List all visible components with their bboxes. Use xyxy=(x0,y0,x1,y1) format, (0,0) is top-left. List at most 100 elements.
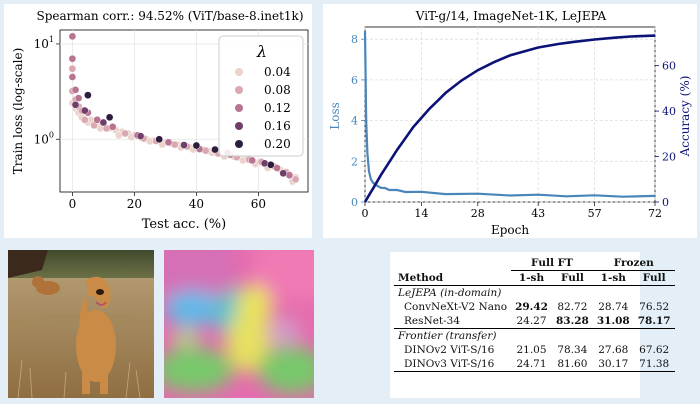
scatter-chart: Spearman corr.: 94.52% (ViT/base-8.inet1… xyxy=(11,9,309,232)
scatter-point xyxy=(80,115,89,124)
table-cell-value: 24.71 xyxy=(516,358,547,370)
header-frozen-1sh: 1-sh xyxy=(600,272,626,284)
legend-entry-label: 0.08 xyxy=(264,83,291,97)
line-y2-tick-label: 20 xyxy=(662,151,676,164)
scatter-point xyxy=(164,138,173,147)
scatter-point xyxy=(71,100,80,109)
scatter-point xyxy=(71,85,80,94)
scatter-point xyxy=(80,106,89,115)
line-y-tick-label: 0 xyxy=(351,196,358,209)
legend-entry-label: 0.16 xyxy=(264,119,291,133)
line-y-label: Loss xyxy=(328,102,342,130)
scatter-point xyxy=(192,141,201,150)
line-title: ViT-g/14, ImageNet-1K, LeJEPA xyxy=(415,9,607,23)
scatter-point xyxy=(108,123,117,131)
scatter-point xyxy=(155,135,164,144)
feature-map xyxy=(164,250,314,398)
legend-marker xyxy=(235,86,243,94)
scatter-y-label: Train loss (log-scale) xyxy=(11,48,25,175)
line-y-tick-label: 6 xyxy=(351,74,358,87)
line-x-tick-label: 14 xyxy=(414,207,428,220)
line-y-tick-label: 2 xyxy=(351,155,358,168)
scatter-point xyxy=(273,164,281,172)
results-table: Full FT Frozen Method 1-sh Full 1-sh Ful… xyxy=(394,256,675,372)
header-full-ft: Full FT xyxy=(511,256,593,271)
scatter-point xyxy=(121,129,129,138)
scatter-x-tick-label: 0 xyxy=(69,197,77,211)
table-cell-value: 21.05 xyxy=(516,344,547,356)
results-table-panel: Full FT Frozen Method 1-sh Full 1-sh Ful… xyxy=(390,252,675,398)
header-fullft-full: Full xyxy=(560,272,584,284)
table-cell-value: 83.28 xyxy=(555,315,589,327)
line-x-tick-label: 72 xyxy=(648,207,662,220)
line-y-tick-label: 4 xyxy=(351,115,358,128)
line-x-tick-label: 0 xyxy=(362,207,369,220)
scatter-point xyxy=(279,169,288,178)
scatter-point xyxy=(266,160,275,169)
line-y2-label: Accuracy (%) xyxy=(678,76,692,158)
line-x-label: Epoch xyxy=(491,223,529,237)
accuracy-series-line xyxy=(363,34,656,203)
scatter-title: Spearman corr.: 94.52% (ViT/base-8.inet1… xyxy=(36,9,303,23)
legend-marker xyxy=(235,122,243,130)
scatter-y-tick-label: 101 xyxy=(34,35,54,51)
line-y2-tick-label: 40 xyxy=(662,105,676,118)
table-cell-value: 76.52 xyxy=(639,301,670,313)
table-cell-method: DINOv3 ViT-S/16 xyxy=(404,358,495,370)
section-indomain: LeJEPA (in-domain) xyxy=(398,287,502,299)
table-cell-value: 81.60 xyxy=(557,358,588,370)
line-y2-tick-label: 0 xyxy=(662,196,669,209)
legend-entry-label: 0.20 xyxy=(264,137,291,151)
scatter-legend: λ 0.04 0.08 0.12 0.16 0.20 xyxy=(218,35,304,157)
table-cell-method: DINOv2 ViT-S/16 xyxy=(404,344,495,356)
scatter-point xyxy=(68,54,77,63)
table-row: ResNet-34 24.27 83.28 31.08 78.17 xyxy=(394,314,675,329)
table-cell-value: 78.17 xyxy=(637,315,671,327)
scatter-x-tick-label: 20 xyxy=(127,197,142,211)
table-cell-value: 30.17 xyxy=(598,358,629,370)
scatter-point xyxy=(68,73,77,81)
loss-series-line xyxy=(363,31,656,198)
scatter-point xyxy=(99,118,108,127)
table-row: DINOv3 ViT-S/16 24.71 81.60 30.17 71.38 xyxy=(394,357,675,372)
table-cell-value: 29.42 xyxy=(515,301,548,313)
scatter-point xyxy=(211,145,219,154)
section-transfer: Frontier (transfer) xyxy=(398,330,497,342)
line-plot-area xyxy=(364,26,656,203)
legend-marker xyxy=(235,68,243,76)
table-row: DINOv2 ViT-S/16 21.05 78.34 27.68 67.62 xyxy=(394,343,675,357)
table-cell-value: 28.74 xyxy=(598,301,629,313)
scatter-point xyxy=(291,175,300,184)
scatter-point xyxy=(84,91,92,100)
table-cell-method: ConvNeXt-V2 Nano xyxy=(404,301,508,313)
table-cell-value: 67.62 xyxy=(639,344,670,356)
scatter-point xyxy=(248,156,257,165)
line-panel: ViT-g/14, ImageNet-1K, LeJEPA 0 14 28 43 57 7… xyxy=(323,4,697,238)
scatter-point xyxy=(74,94,83,103)
legend-marker xyxy=(235,140,243,148)
line-x-tick-label: 28 xyxy=(471,207,485,220)
line-chart: ViT-g/14, ImageNet-1K, LeJEPA 0 14 28 43 57 7… xyxy=(328,9,692,237)
line-y-tick-label: 8 xyxy=(351,33,358,46)
header-frozen: Frozen xyxy=(592,256,675,271)
table-cell-value: 24.27 xyxy=(516,315,547,327)
legend-marker xyxy=(235,104,243,112)
scatter-point xyxy=(68,64,77,73)
line-x-tick-label: 43 xyxy=(531,207,545,220)
scatter-y-tick-label: 100 xyxy=(34,130,54,146)
scatter-x-tick-label: 60 xyxy=(251,197,266,211)
scatter-x-label: Test acc. (%) xyxy=(142,217,226,232)
legend-entry-label: 0.12 xyxy=(264,101,291,115)
table-cell-value: 78.34 xyxy=(557,344,588,356)
legend-entry-label: 0.04 xyxy=(264,65,291,79)
legend-title: λ xyxy=(256,42,267,61)
scatter-panel: Spearman corr.: 94.52% (ViT/base-8.inet1… xyxy=(4,4,312,238)
table-cell-value: 82.72 xyxy=(557,301,588,313)
header-method: Method xyxy=(398,271,444,284)
scatter-point xyxy=(136,132,145,140)
table-cell-value: 27.68 xyxy=(598,344,629,356)
table-row: ConvNeXt-V2 Nano 29.42 82.72 28.74 76.52 xyxy=(394,300,675,314)
line-y2-tick-label: 60 xyxy=(662,60,676,73)
table-cell-value: 31.08 xyxy=(596,315,630,327)
header-frozen-full: Full xyxy=(642,272,666,284)
